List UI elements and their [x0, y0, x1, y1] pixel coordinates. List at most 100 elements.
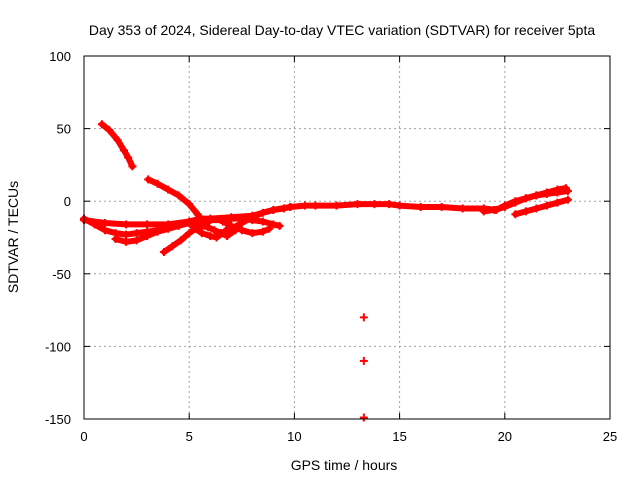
- data-point: [113, 136, 122, 145]
- data-point: [119, 146, 128, 155]
- outlier-point: [359, 313, 368, 322]
- data-point: [218, 217, 227, 226]
- data-point: [265, 224, 274, 233]
- data-point: [286, 203, 295, 212]
- x-tick-label: 20: [498, 429, 512, 444]
- outlier-point: [359, 413, 368, 422]
- data-point: [185, 218, 194, 227]
- data-point: [237, 226, 246, 235]
- y-tick-label: -150: [45, 412, 71, 427]
- data-point: [144, 175, 153, 184]
- data-point: [269, 220, 278, 229]
- data-point: [132, 236, 141, 245]
- data-point: [132, 229, 141, 238]
- data-point: [385, 200, 394, 209]
- data-point: [511, 210, 520, 219]
- data-point: [237, 218, 246, 227]
- data-point: [479, 207, 488, 216]
- data-point: [122, 230, 131, 239]
- data-point: [185, 229, 194, 238]
- data-point: [370, 200, 379, 209]
- data-point: [416, 203, 425, 212]
- data-point: [532, 204, 541, 213]
- data-point: [122, 220, 131, 229]
- data-point: [248, 229, 257, 238]
- y-tick-label: 100: [49, 49, 71, 64]
- y-axis-label: SDTVAR / TECUs: [5, 181, 21, 293]
- data-point: [353, 200, 362, 209]
- data-point: [185, 200, 194, 209]
- data-point: [210, 226, 219, 235]
- data-point: [204, 223, 213, 232]
- x-tick-label: 0: [80, 429, 87, 444]
- y-tick-label: 50: [57, 122, 71, 137]
- data-traces: [80, 120, 572, 422]
- y-tick-label: -50: [52, 267, 71, 282]
- data-point: [500, 203, 509, 212]
- data-point: [189, 223, 198, 232]
- data-point: [563, 187, 572, 196]
- data-point: [300, 201, 309, 210]
- data-point: [206, 232, 215, 241]
- data-point: [269, 205, 278, 214]
- data-point: [437, 203, 446, 212]
- chart-title: Day 353 of 2024, Sidereal Day-to-day VTE…: [89, 22, 596, 38]
- data-point: [275, 221, 284, 230]
- x-tick-label: 25: [603, 429, 617, 444]
- axis-ticks: 0 5 10 15 20 25 -150 -100 -50 0 50 100: [45, 49, 617, 444]
- x-tick-label: 15: [392, 429, 406, 444]
- data-point: [490, 205, 499, 214]
- data-point: [128, 162, 137, 171]
- data-point: [553, 198, 562, 207]
- data-point: [563, 195, 572, 204]
- data-point: [90, 220, 99, 229]
- data-point: [111, 234, 120, 243]
- data-point: [176, 236, 185, 245]
- data-point: [458, 204, 467, 213]
- data-point: [153, 227, 162, 236]
- data-point: [97, 120, 106, 129]
- data-point: [542, 189, 551, 198]
- data-point: [311, 201, 320, 210]
- data-point: [532, 191, 541, 200]
- data-point: [143, 220, 152, 229]
- data-point: [258, 208, 267, 217]
- x-tick-label: 5: [186, 429, 193, 444]
- data-point: [174, 221, 183, 230]
- data-point: [521, 194, 530, 203]
- data-point: [101, 226, 110, 235]
- data-point: [521, 207, 530, 216]
- data-point: [511, 198, 520, 207]
- data-point: [227, 214, 236, 223]
- data-point: [197, 229, 206, 238]
- data-point: [216, 229, 225, 238]
- data-point: [153, 179, 162, 188]
- data-point: [227, 221, 236, 230]
- data-point: [168, 242, 177, 251]
- grid: [84, 56, 610, 419]
- data-point: [332, 201, 341, 210]
- data-point: [124, 153, 133, 162]
- data-point: [206, 216, 215, 225]
- y-tick-label: -100: [45, 339, 71, 354]
- data-point: [143, 232, 152, 241]
- data-point: [105, 126, 114, 135]
- data-point: [542, 201, 551, 210]
- data-point: [212, 233, 221, 242]
- data-point: [279, 204, 288, 213]
- data-point: [258, 217, 267, 226]
- data-point: [248, 213, 257, 222]
- data-point: [395, 201, 404, 210]
- data-point: [164, 224, 173, 233]
- data-point: [174, 191, 183, 200]
- data-point: [553, 188, 562, 197]
- data-point: [159, 248, 168, 257]
- x-tick-label: 10: [287, 429, 301, 444]
- data-point: [122, 237, 131, 246]
- y-tick-label: 0: [64, 194, 71, 209]
- data-point: [164, 185, 173, 194]
- x-axis-label: GPS time / hours: [291, 457, 398, 473]
- data-point: [197, 221, 206, 230]
- data-point: [101, 218, 110, 227]
